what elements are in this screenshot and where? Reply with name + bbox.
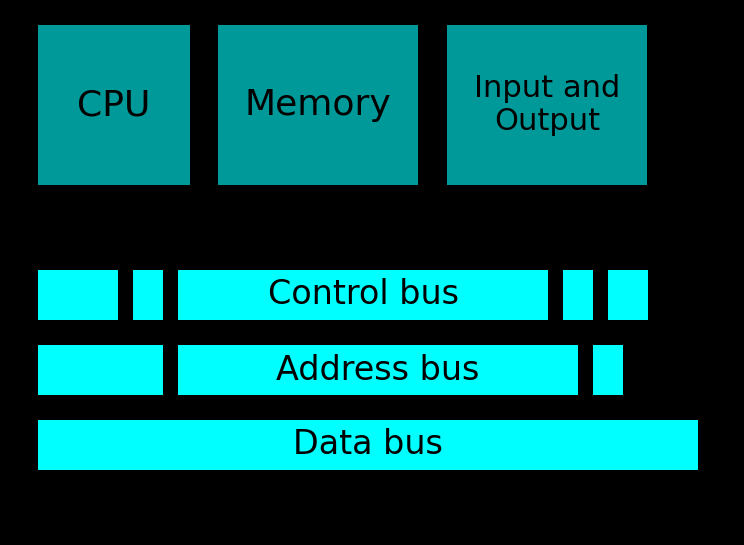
- FancyBboxPatch shape: [178, 270, 548, 320]
- FancyBboxPatch shape: [178, 345, 578, 395]
- Text: Data bus: Data bus: [293, 428, 443, 462]
- Text: Control bus: Control bus: [268, 278, 458, 312]
- Text: Input and
Output: Input and Output: [474, 74, 620, 136]
- FancyBboxPatch shape: [133, 270, 163, 320]
- FancyBboxPatch shape: [38, 270, 118, 320]
- Text: CPU: CPU: [77, 88, 151, 122]
- FancyBboxPatch shape: [38, 345, 163, 395]
- FancyBboxPatch shape: [38, 420, 698, 470]
- Text: Memory: Memory: [245, 88, 391, 122]
- FancyBboxPatch shape: [593, 345, 623, 395]
- FancyBboxPatch shape: [38, 25, 190, 185]
- FancyBboxPatch shape: [447, 25, 647, 185]
- FancyBboxPatch shape: [608, 270, 648, 320]
- FancyBboxPatch shape: [218, 25, 418, 185]
- Text: Address bus: Address bus: [276, 354, 480, 386]
- FancyBboxPatch shape: [563, 270, 593, 320]
